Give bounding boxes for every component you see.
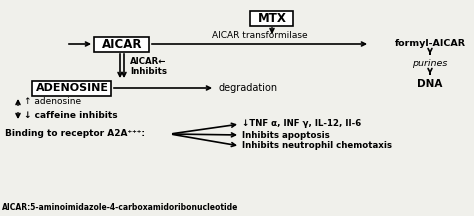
- Text: Inhibits: Inhibits: [130, 67, 167, 76]
- FancyBboxPatch shape: [94, 37, 149, 51]
- Text: degradation: degradation: [219, 83, 278, 93]
- Text: AICAR←: AICAR←: [130, 57, 166, 67]
- FancyBboxPatch shape: [250, 11, 293, 25]
- FancyBboxPatch shape: [33, 81, 111, 95]
- Text: Binding to receptor A2A⁺⁺⁺:: Binding to receptor A2A⁺⁺⁺:: [5, 130, 145, 138]
- Text: ADENOSINE: ADENOSINE: [36, 83, 109, 93]
- Text: ↓TNF α, INF γ, IL-12, II-6: ↓TNF α, INF γ, IL-12, II-6: [242, 119, 361, 129]
- Text: Inhibits apoptosis: Inhibits apoptosis: [242, 130, 330, 140]
- Text: ↑ adenosine: ↑ adenosine: [24, 97, 81, 106]
- Text: AICAR:5-aminoimidazole-4-carboxamidoribonucleotide: AICAR:5-aminoimidazole-4-carboxamidoribo…: [2, 203, 238, 212]
- Text: ↓ caffeine inhibits: ↓ caffeine inhibits: [24, 111, 118, 121]
- Text: formyl-AICAR: formyl-AICAR: [394, 40, 465, 49]
- Text: DNA: DNA: [417, 79, 443, 89]
- Text: purines: purines: [412, 59, 447, 68]
- Text: AICAR transformilase: AICAR transformilase: [212, 31, 307, 40]
- Text: AICAR: AICAR: [102, 38, 142, 51]
- Text: MTX: MTX: [257, 11, 286, 24]
- Text: Inhibits neutrophil chemotaxis: Inhibits neutrophil chemotaxis: [242, 141, 392, 151]
